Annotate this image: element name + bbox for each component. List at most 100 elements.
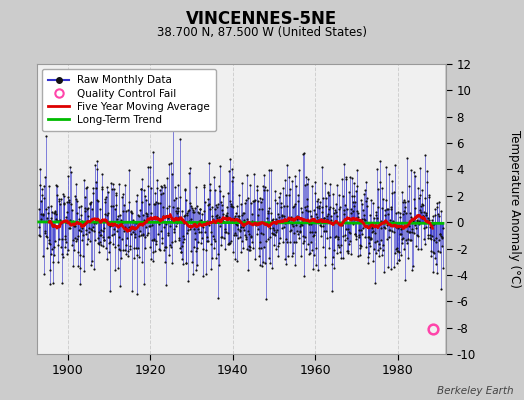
Point [423, 168, 431, 174]
Point [125, 167, 134, 173]
Point [397, 252, 406, 259]
Point [91, 179, 100, 185]
Point [120, 228, 128, 234]
Point [189, 271, 197, 277]
Point [94, 198, 102, 204]
Point [352, 232, 361, 239]
Point [335, 206, 344, 212]
Point [351, 199, 359, 205]
Point [99, 228, 107, 234]
Point [405, 229, 413, 235]
Point [372, 250, 380, 256]
Point [397, 226, 405, 232]
Point [324, 192, 333, 198]
Point [248, 211, 256, 217]
Point [399, 211, 408, 217]
Point [259, 183, 268, 189]
Point [424, 234, 432, 241]
Point [307, 239, 315, 245]
Point [283, 203, 292, 209]
Point [413, 217, 421, 224]
Point [184, 278, 193, 284]
Point [302, 202, 311, 209]
Point [212, 202, 221, 209]
Point [230, 215, 238, 222]
Point [363, 223, 371, 229]
Point [84, 228, 93, 235]
Point [241, 227, 249, 234]
Point [242, 234, 250, 240]
Point [403, 254, 412, 261]
Point [76, 281, 84, 287]
Point [434, 211, 442, 218]
Point [226, 240, 234, 246]
Point [111, 267, 119, 273]
Point [265, 254, 273, 261]
Point [93, 158, 102, 164]
Point [231, 230, 239, 236]
Point [429, 249, 438, 255]
Point [187, 216, 195, 222]
Point [69, 218, 77, 224]
Point [221, 228, 230, 235]
Point [205, 160, 214, 166]
Point [140, 186, 148, 193]
Point [116, 218, 125, 225]
Point [172, 208, 180, 214]
Point [222, 204, 231, 210]
Point [394, 208, 402, 215]
Point [220, 235, 228, 241]
Point [98, 186, 106, 192]
Point [438, 234, 446, 241]
Point [119, 225, 128, 231]
Point [225, 168, 233, 174]
Point [113, 228, 122, 234]
Point [322, 194, 331, 201]
Point [305, 221, 313, 227]
Point [264, 210, 272, 216]
Point [257, 245, 265, 252]
Point [86, 201, 94, 207]
Point [406, 209, 414, 216]
Point [422, 210, 430, 216]
Point [400, 208, 409, 214]
Point [119, 207, 127, 214]
Point [281, 260, 290, 267]
Point [234, 226, 243, 232]
Point [334, 236, 343, 242]
Point [43, 215, 51, 221]
Point [50, 208, 59, 214]
Point [231, 256, 239, 262]
Point [239, 224, 248, 230]
Point [219, 211, 227, 218]
Point [149, 149, 158, 155]
Point [192, 184, 200, 190]
Point [245, 247, 253, 253]
Point [176, 136, 184, 142]
Point [323, 235, 332, 241]
Point [344, 248, 352, 254]
Point [237, 201, 246, 208]
Point [297, 221, 305, 228]
Point [183, 208, 192, 214]
Point [311, 229, 319, 236]
Point [238, 212, 246, 219]
Point [409, 218, 417, 224]
Point [106, 222, 115, 228]
Point [79, 221, 88, 227]
Point [362, 179, 370, 185]
Point [365, 234, 373, 240]
Point [257, 262, 266, 269]
Point [99, 243, 107, 250]
Point [438, 235, 446, 242]
Point [285, 216, 293, 222]
Point [145, 222, 153, 229]
Point [276, 190, 284, 196]
Point [220, 217, 228, 224]
Point [196, 219, 205, 225]
Point [59, 200, 68, 207]
Point [108, 181, 117, 187]
Text: 38.700 N, 87.500 W (United States): 38.700 N, 87.500 W (United States) [157, 26, 367, 39]
Point [255, 253, 264, 260]
Point [58, 251, 67, 258]
